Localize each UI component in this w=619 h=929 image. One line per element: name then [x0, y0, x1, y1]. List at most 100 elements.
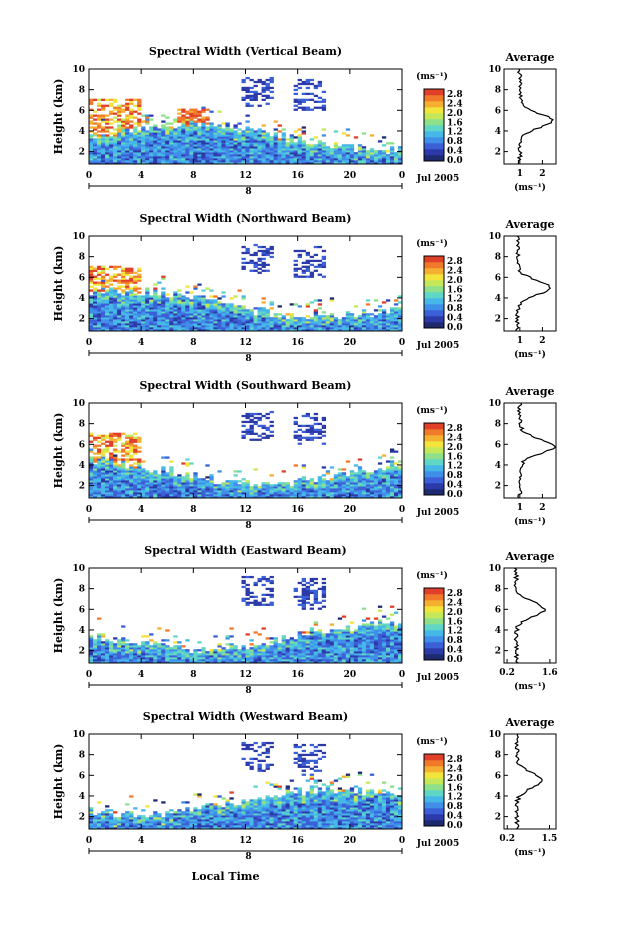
heatmap-cell: [269, 144, 274, 147]
heatmap-cell: [117, 434, 122, 437]
heatmap-cell: [185, 323, 190, 326]
heatmap-cell: [253, 94, 258, 98]
colorbar-segment: [424, 489, 444, 496]
heatmap-cell: [293, 589, 298, 593]
heatmap-cell: [353, 327, 359, 330]
heatmap-cell: [229, 144, 234, 147]
heatmap-cell: [137, 267, 142, 270]
heatmap-cell: [349, 158, 355, 161]
colorbar-segment: [424, 298, 444, 305]
heatmap-cell: [317, 647, 323, 650]
heatmap-cell: [257, 150, 262, 153]
heatmap-cell: [293, 84, 298, 88]
heatmap-cell: [113, 148, 118, 151]
heatmap-cell: [109, 154, 114, 157]
heatmap-cell: [189, 124, 194, 127]
heatmap-cell: [197, 327, 202, 330]
heatmap-cell: [129, 446, 134, 449]
heatmap-cell: [177, 148, 182, 151]
heatmap-cell: [333, 476, 339, 479]
heatmap-cell: [301, 265, 306, 268]
heatmap-cell: [249, 321, 254, 324]
heatmap-cell: [221, 323, 226, 326]
heatmap-cell: [117, 486, 122, 489]
heatmap-cell: [93, 659, 98, 662]
heatmap-cell: [341, 476, 347, 479]
heatmap-cell: [297, 434, 302, 437]
heatmap-cell: [393, 492, 399, 495]
heatmap-cell: [197, 297, 202, 300]
heatmap-cell: [245, 591, 250, 595]
heatmap-cell: [305, 162, 310, 165]
heatmap-cell: [305, 653, 310, 656]
heatmap-cell: [233, 295, 238, 298]
heatmap-cell: [157, 482, 162, 485]
heatmap-cell: [309, 647, 315, 650]
heatmap-cell: [153, 482, 158, 485]
heatmap-cell: [249, 639, 254, 642]
heatmap-cell: [241, 138, 246, 141]
heatmap-cell: [153, 307, 158, 310]
heatmap-cell: [293, 148, 298, 151]
heatmap-cell: [189, 142, 194, 145]
heatmap-cell: [313, 436, 319, 439]
heatmap-cell: [129, 643, 134, 646]
heatmap-cell: [329, 478, 335, 481]
heatmap-cell: [105, 160, 110, 163]
heatmap-cell: [221, 659, 226, 662]
heatmap-cell: [261, 323, 266, 326]
heatmap-cell: [341, 480, 347, 483]
heatmap-cell: [89, 281, 94, 284]
heatmap-cell: [257, 307, 262, 310]
heatmap-cell: [149, 492, 154, 495]
heatmap-cell: [205, 490, 210, 493]
heatmap-cell: [193, 484, 198, 487]
heatmap-cell: [181, 162, 186, 165]
heatmap-cell: [165, 301, 170, 304]
heatmap-cell: [141, 643, 146, 646]
heatmap-cell: [149, 305, 154, 308]
heatmap-cell: [317, 659, 323, 662]
heatmap-cell: [233, 311, 238, 314]
heatmap-cell: [341, 474, 347, 477]
heatmap-cell: [233, 142, 238, 145]
heatmap-cell: [105, 303, 110, 306]
heatmap-cell: [149, 317, 154, 320]
heatmap-cell: [117, 472, 122, 475]
heatmap-cell: [321, 633, 327, 636]
heatmap-cell: [129, 478, 134, 481]
heatmap-cell: [273, 325, 278, 328]
heatmap-cell: [237, 486, 242, 489]
heatmap-cell: [341, 144, 347, 147]
heatmap-cell: [125, 267, 130, 270]
heatmap-cell: [89, 311, 94, 314]
heatmap-cell: [113, 460, 118, 463]
heatmap-cell: [89, 653, 94, 656]
heatmap-cell: [297, 323, 302, 326]
heatmap-cell: [269, 657, 274, 660]
heatmap-cell: [321, 416, 327, 420]
heatmap-cell: [133, 156, 138, 159]
heatmap-cell: [113, 303, 118, 306]
heatmap-cell: [201, 655, 206, 658]
heatmap-cell: [249, 96, 254, 99]
heatmap-cell: [353, 496, 359, 499]
heatmap-cell: [89, 277, 94, 280]
heatmap-cell: [169, 329, 174, 332]
heatmap-cell: [317, 156, 323, 159]
heatmap-cell: [277, 305, 282, 308]
heatmap-cell: [381, 492, 387, 495]
heatmap-cell: [177, 490, 182, 493]
heatmap-cell: [105, 291, 110, 294]
heatmap-cell: [233, 645, 238, 648]
heatmap-cell: [145, 116, 150, 119]
heatmap-cell: [241, 494, 246, 497]
heatmap-cell: [313, 659, 319, 662]
heatmap-cell: [121, 110, 126, 113]
heatmap-cell: [129, 102, 134, 105]
heatmap-cell: [125, 134, 130, 137]
heatmap-cell: [89, 651, 94, 654]
heatmap-cell: [117, 490, 122, 493]
heatmap-cell: [325, 162, 331, 165]
heatmap-cell: [101, 130, 106, 133]
